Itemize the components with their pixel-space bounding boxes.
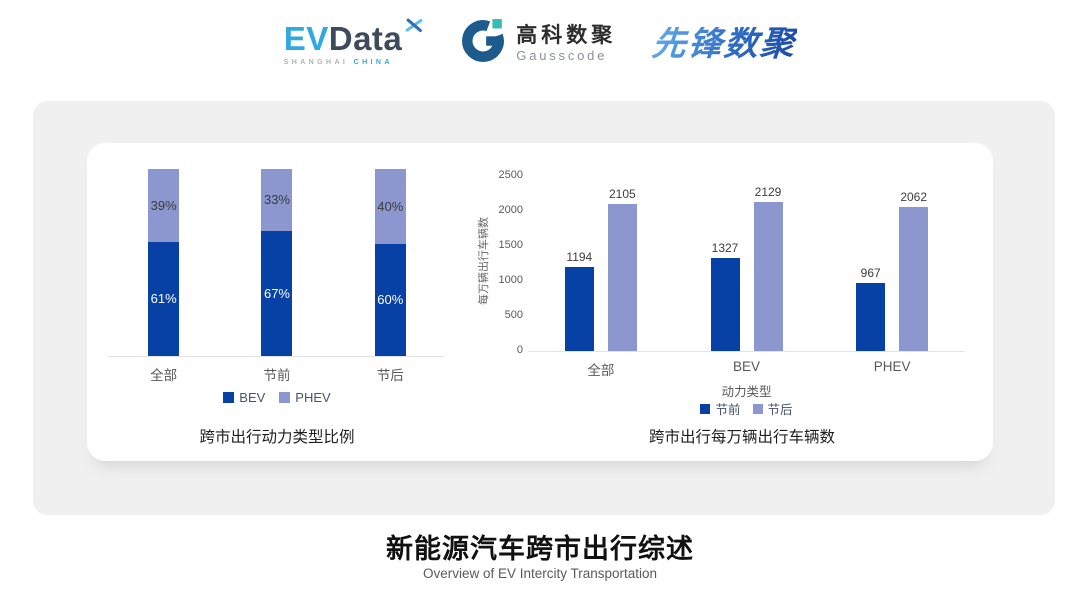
evdata-ev-text: EV xyxy=(283,19,329,57)
left-chart-axis-line xyxy=(107,356,445,357)
category-label: PHEV xyxy=(873,359,911,374)
bar-节前: 967 xyxy=(856,266,886,351)
evdata-tagline-shanghai: SHANGHAI xyxy=(283,58,349,66)
chart-card: 39% 61% 33% 67% 40% 60% 全部 节前 节后 BEV PHEV 跨市出行动力… xyxy=(87,143,993,461)
gausscode-en-text: Gausscode xyxy=(516,48,608,64)
y-tick-label: 2500 xyxy=(498,169,523,181)
gausscode-cn-text: 高科数聚 xyxy=(516,23,617,47)
bar-segment-BEV: 61% xyxy=(148,241,180,356)
bar-segment-value: 40% xyxy=(377,198,404,214)
right-chart-plot: 1194 2105 1327 2129 967 2062 xyxy=(528,176,965,351)
category-label: 节后 xyxy=(376,368,404,383)
bar-group: 1327 2129 xyxy=(674,176,820,351)
legend-label: 节后 xyxy=(767,403,793,417)
stacked-bar-column: 33% 67% xyxy=(220,169,333,356)
legend-item-节后: 节后 xyxy=(752,399,793,418)
bar-value-label: 2105 xyxy=(608,186,636,201)
legend-label: BEV xyxy=(239,390,266,405)
left-chart-categories: 全部 节前 节后 xyxy=(107,364,447,384)
left-chart-title: 跨市出行动力类型比例 xyxy=(199,429,355,446)
stacked-bar-column: 40% 60% xyxy=(334,169,447,356)
logo-row: EV Data SHANGHAI CHINA xyxy=(0,18,1080,69)
legend-swatch xyxy=(223,392,235,403)
legend-swatch xyxy=(700,403,711,414)
bar-value-label: 967 xyxy=(860,266,881,281)
pioneer-logo: 先锋数聚 xyxy=(650,24,798,63)
legend-item-BEV: BEV xyxy=(223,390,265,405)
category-label: BEV xyxy=(733,359,761,374)
bar-group: 1194 2105 xyxy=(528,176,674,351)
right-chart-legend: 节前 节后 xyxy=(528,399,965,418)
legend-label: 节前 xyxy=(715,403,741,417)
bar-segment-value: 33% xyxy=(263,192,290,208)
evdata-tagline-china: CHINA xyxy=(353,58,393,66)
evdata-tagline: SHANGHAI CHINA xyxy=(284,59,393,66)
bar-segment-value: 67% xyxy=(263,285,290,301)
bar-segment-PHEV: 33% xyxy=(261,169,293,231)
right-chart-title: 跨市出行每万辆出行车辆数 xyxy=(648,429,835,446)
bar-节后: 2105 xyxy=(607,187,637,351)
legend-item-PHEV: PHEV xyxy=(279,390,331,405)
bar-group: 967 2062 xyxy=(819,176,965,351)
left-chart-legend: BEV PHEV xyxy=(107,390,447,405)
y-tick-label: 500 xyxy=(504,309,523,321)
page-subtitle: Overview of EV Intercity Transportation xyxy=(422,566,658,581)
bar-节后: 2129 xyxy=(753,185,783,351)
category-label: 全部 xyxy=(587,363,615,378)
bar-节后: 2062 xyxy=(899,190,929,351)
y-tick-label: 1000 xyxy=(498,274,523,286)
right-chart-x-axis-label: 动力类型 xyxy=(721,385,772,399)
bar-节前: 1194 xyxy=(564,250,594,351)
bar-value-label: 1194 xyxy=(566,250,593,265)
legend-item-节前: 节前 xyxy=(700,399,741,418)
evdata-wordmark: EV Data xyxy=(283,18,425,57)
stacked-bar: 33% 67% xyxy=(261,169,293,356)
right-chart-categories: 全部 BEV PHEV xyxy=(528,359,965,379)
bar-节前: 1327 xyxy=(710,241,740,351)
legend-swatch xyxy=(279,392,291,403)
y-tick-label: 0 xyxy=(516,344,523,356)
legend-label: PHEV xyxy=(295,390,331,405)
evdata-logo: EV Data SHANGHAI CHINA xyxy=(283,18,425,66)
left-chart-plot: 39% 61% 33% 67% 40% 60% xyxy=(107,169,447,356)
page-title: 新能源汽车跨市出行综述 xyxy=(386,534,694,564)
evdata-data-text: Data xyxy=(328,19,403,57)
gausscode-g-icon xyxy=(460,18,506,69)
bar-segment-value: 60% xyxy=(377,292,404,308)
gausscode-text: 高科数聚 Gausscode xyxy=(516,24,616,63)
bar-value-label: 2129 xyxy=(754,185,782,199)
pioneer-wordmark: 先锋数聚 xyxy=(650,24,798,63)
content-panel: 39% 61% 33% 67% 40% 60% 全部 节前 节后 BEV PHEV 跨市出行动力… xyxy=(33,101,1055,515)
right-chart-axis-line xyxy=(528,351,965,352)
gausscode-logo: 高科数聚 Gausscode xyxy=(460,18,616,69)
bar-segment-PHEV: 40% xyxy=(374,169,406,244)
category-label: 全部 xyxy=(150,368,178,383)
stacked-bar: 39% 61% xyxy=(148,169,180,356)
bar-segment-value: 39% xyxy=(150,197,177,213)
stacked-bar: 40% 60% xyxy=(374,169,406,356)
bar-segment-BEV: 67% xyxy=(261,230,293,356)
bar-value-label: 1327 xyxy=(711,241,739,256)
bar-value-label: 2062 xyxy=(900,189,928,204)
y-tick-label: 2000 xyxy=(498,204,523,216)
stacked-bar-column: 39% 61% xyxy=(107,169,220,356)
y-tick-label: 1500 xyxy=(498,239,523,251)
bar-segment-PHEV: 39% xyxy=(148,169,180,242)
evdata-star-icon xyxy=(404,16,424,40)
legend-swatch xyxy=(752,403,763,414)
bar-segment-value: 61% xyxy=(150,291,177,307)
bar-segment-BEV: 60% xyxy=(374,243,406,356)
category-label: 节前 xyxy=(263,368,291,383)
